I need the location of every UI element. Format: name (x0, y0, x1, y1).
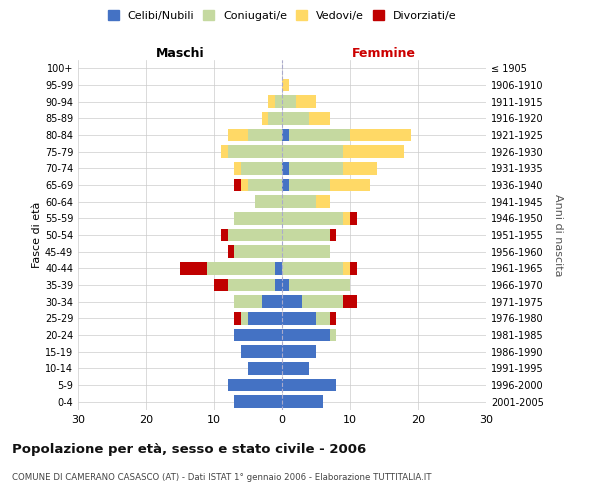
Bar (227, 129, 248, 141)
Bar (329, 312, 337, 324)
Bar (227, 279, 275, 291)
Bar (316, 196, 329, 208)
Bar (227, 146, 282, 158)
Bar (296, 96, 316, 108)
Bar (282, 262, 343, 274)
Bar (350, 129, 411, 141)
Bar (282, 146, 343, 158)
Bar (282, 346, 316, 358)
Bar (282, 96, 296, 108)
Bar (221, 146, 227, 158)
Bar (350, 262, 357, 274)
Bar (343, 162, 377, 174)
Bar (329, 229, 337, 241)
Y-axis label: Anni di nascita: Anni di nascita (553, 194, 563, 276)
Legend: Celibi/Nubili, Coniugati/e, Vedovi/e, Divorziati/e: Celibi/Nubili, Coniugati/e, Vedovi/e, Di… (106, 8, 458, 23)
Bar (235, 162, 241, 174)
Bar (255, 196, 282, 208)
Bar (343, 296, 357, 308)
Bar (282, 162, 289, 174)
Bar (207, 262, 275, 274)
Bar (289, 179, 329, 192)
Bar (309, 112, 329, 124)
Bar (248, 179, 282, 192)
Bar (282, 179, 289, 192)
Bar (227, 246, 235, 258)
Bar (235, 179, 241, 192)
Bar (248, 129, 282, 141)
Y-axis label: Fasce di età: Fasce di età (32, 202, 42, 268)
Bar (343, 212, 350, 224)
Bar (282, 396, 323, 408)
Bar (343, 146, 404, 158)
Bar (275, 262, 282, 274)
Bar (282, 296, 302, 308)
Bar (282, 196, 316, 208)
Bar (235, 212, 282, 224)
Bar (282, 229, 329, 241)
Bar (350, 212, 357, 224)
Bar (235, 329, 282, 341)
Bar (214, 279, 227, 291)
Bar (248, 362, 282, 374)
Bar (241, 162, 282, 174)
Bar (235, 246, 282, 258)
Bar (180, 262, 207, 274)
Bar (282, 279, 289, 291)
Bar (282, 79, 289, 92)
Bar (302, 296, 343, 308)
Bar (275, 96, 282, 108)
Bar (268, 112, 282, 124)
Text: Femmine: Femmine (352, 47, 416, 60)
Bar (289, 279, 350, 291)
Bar (241, 312, 248, 324)
Bar (282, 362, 309, 374)
Bar (248, 312, 282, 324)
Bar (282, 312, 316, 324)
Bar (241, 346, 282, 358)
Text: Popolazione per età, sesso e stato civile - 2006: Popolazione per età, sesso e stato civil… (12, 442, 366, 456)
Bar (241, 179, 248, 192)
Bar (282, 329, 329, 341)
Bar (282, 379, 337, 391)
Bar (235, 296, 262, 308)
Bar (227, 229, 282, 241)
Bar (329, 329, 337, 341)
Bar (289, 129, 350, 141)
Text: Maschi: Maschi (155, 47, 205, 60)
Bar (282, 112, 309, 124)
Bar (268, 96, 275, 108)
Bar (282, 246, 329, 258)
Bar (282, 212, 343, 224)
Bar (282, 129, 289, 141)
Bar (289, 162, 343, 174)
Bar (329, 179, 370, 192)
Bar (316, 312, 329, 324)
Bar (227, 379, 282, 391)
Bar (343, 262, 350, 274)
Bar (235, 396, 282, 408)
Bar (262, 112, 268, 124)
Bar (262, 296, 282, 308)
Bar (235, 312, 241, 324)
Bar (275, 279, 282, 291)
Text: COMUNE DI CAMERANO CASASCO (AT) - Dati ISTAT 1° gennaio 2006 - Elaborazione TUTT: COMUNE DI CAMERANO CASASCO (AT) - Dati I… (12, 472, 431, 482)
Bar (221, 229, 227, 241)
